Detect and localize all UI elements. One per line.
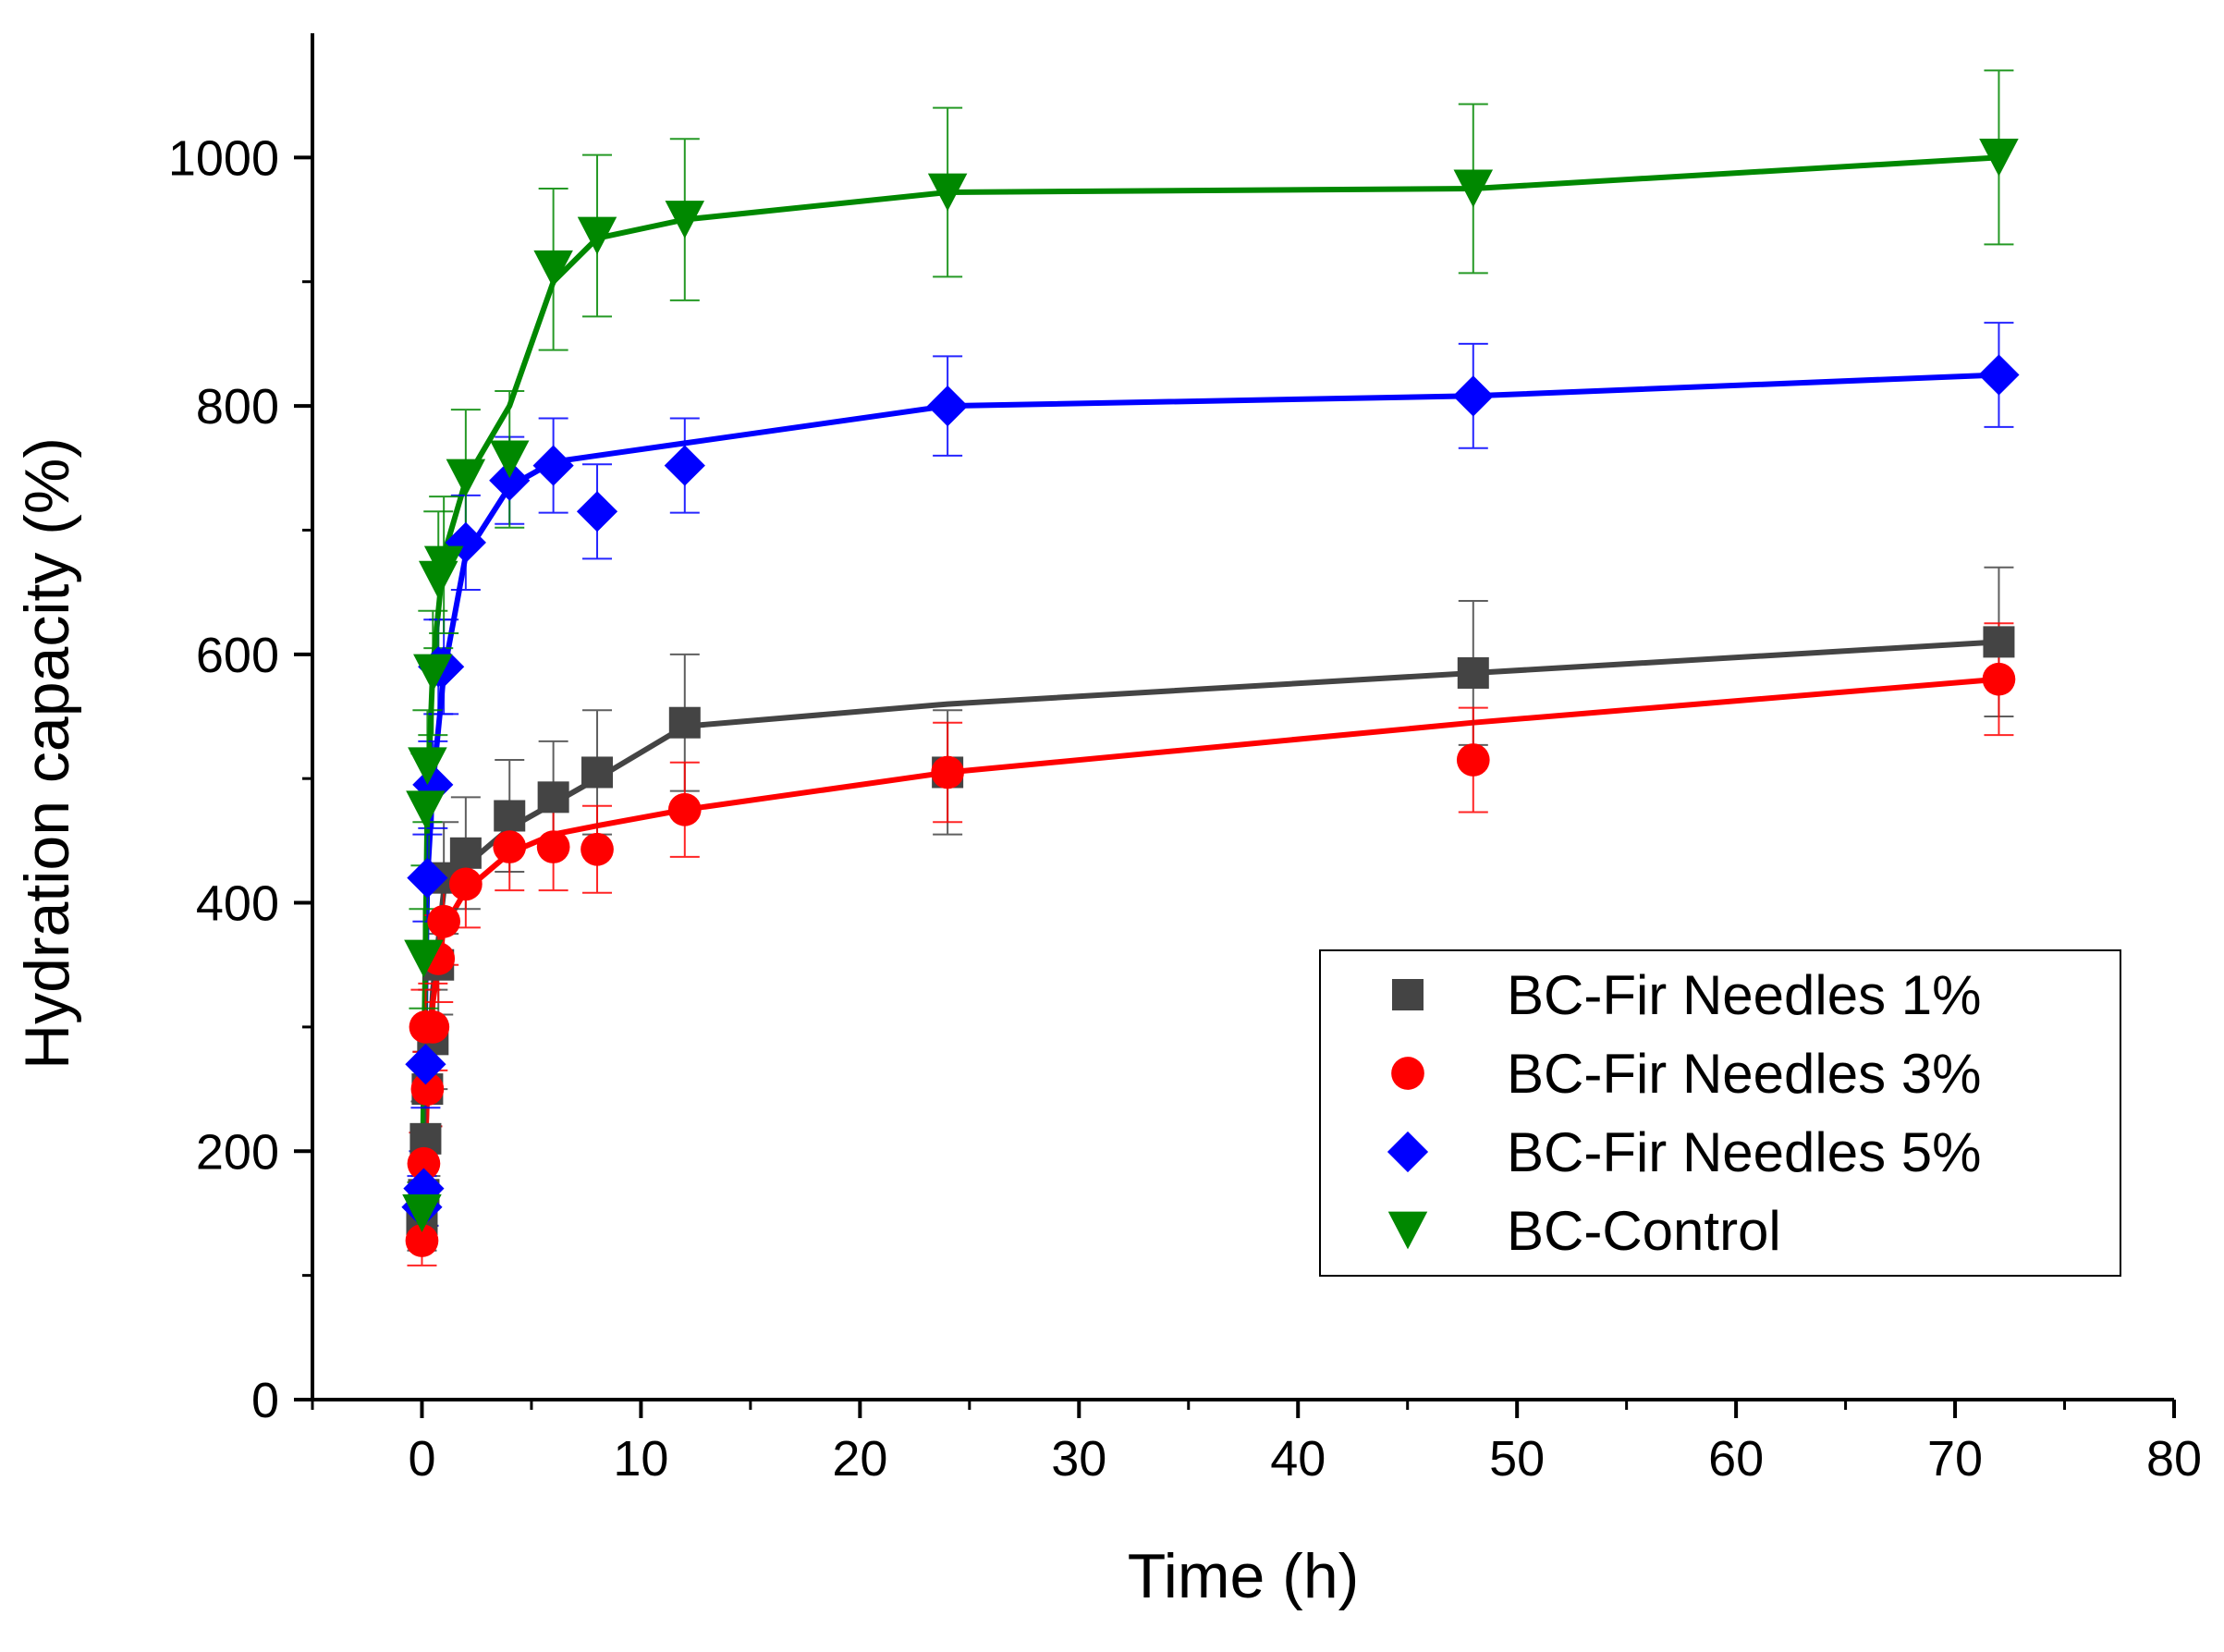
legend-label-bc-fir-needles-5: BC-Fir Needles 5% (1507, 1121, 1982, 1183)
data-point-bc-fir-needles-3 (536, 830, 570, 863)
data-markers (401, 138, 2020, 1257)
y-axis-title: Hydration capacity (%) (12, 437, 82, 1070)
legend-marker-bc-fir-needles-3 (1391, 1057, 1424, 1090)
x-tick-label: 40 (1270, 1431, 1326, 1487)
data-point-bc-fir-needles-1 (1983, 626, 2015, 658)
data-point-bc-control (927, 173, 968, 212)
data-point-bc-fir-needles-5 (576, 491, 618, 532)
data-point-bc-fir-needles-3 (931, 755, 964, 789)
legend-box (1319, 949, 2121, 1277)
legend-entries: BC-Fir Needles 1% BC-Fir Needles 3% BC-Fir… (1387, 964, 1982, 1262)
x-tick-label: 60 (1708, 1431, 1764, 1487)
x-tick-label: 0 (408, 1431, 435, 1487)
data-point-bc-control (446, 459, 486, 497)
data-point-bc-fir-needles-1 (1457, 656, 1489, 689)
data-point-bc-fir-needles-5 (532, 445, 574, 486)
x-tick-label: 50 (1489, 1431, 1545, 1487)
data-point-bc-fir-needles-3 (449, 867, 483, 901)
data-point-bc-control (665, 201, 705, 239)
x-tick-label: 30 (1051, 1431, 1106, 1487)
data-point-bc-fir-needles-1 (537, 781, 569, 814)
y-tick-label: 1000 (168, 130, 279, 186)
legend-marker-bc-fir-needles-1 (1392, 979, 1424, 1010)
data-point-bc-control (408, 747, 447, 786)
data-point-bc-fir-needles-1 (668, 706, 701, 739)
data-point-bc-control (489, 440, 530, 479)
data-point-bc-fir-needles-3 (580, 832, 614, 866)
x-tick-label: 10 (613, 1431, 668, 1487)
data-point-bc-control (413, 654, 453, 692)
data-point-bc-fir-needles-3 (493, 830, 527, 863)
legend-marker-bc-fir-needles-5 (1387, 1131, 1429, 1173)
data-point-bc-control (1453, 169, 1494, 208)
legend-label-bc-fir-needles-1: BC-Fir Needles 1% (1507, 964, 1982, 1026)
data-point-bc-control (402, 1194, 442, 1232)
y-tick-label: 600 (196, 628, 279, 683)
x-tick-label: 70 (1927, 1431, 1983, 1487)
x-tick-label: 80 (2146, 1431, 2202, 1487)
data-point-bc-fir-needles-5 (445, 521, 486, 563)
data-point-bc-fir-needles-3 (667, 792, 702, 826)
y-tick-label: 0 (251, 1373, 279, 1428)
data-point-bc-fir-needles-5 (412, 764, 454, 805)
data-point-bc-control (577, 216, 617, 255)
data-point-bc-fir-needles-1 (449, 837, 482, 869)
x-tick-label: 20 (832, 1431, 887, 1487)
y-tick-label: 400 (196, 876, 279, 932)
y-tick-label: 200 (196, 1124, 279, 1180)
legend-label-bc-control: BC-Control (1507, 1200, 1781, 1262)
data-point-bc-fir-needles-5 (664, 445, 705, 486)
data-point-bc-fir-needles-5 (403, 1168, 445, 1209)
data-point-bc-fir-needles-5 (1452, 375, 1494, 417)
data-point-bc-control (423, 545, 464, 584)
data-point-bc-control (533, 250, 573, 288)
y-tick-label: 800 (196, 379, 279, 434)
data-point-bc-control (406, 790, 446, 829)
data-point-bc-control (404, 939, 444, 978)
data-point-bc-fir-needles-1 (494, 800, 526, 832)
data-point-bc-fir-needles-3 (407, 1146, 441, 1181)
data-point-bc-fir-needles-3 (416, 1010, 450, 1044)
data-point-bc-fir-needles-3 (1456, 743, 1490, 777)
data-point-bc-control (1979, 138, 2019, 177)
legend-marker-bc-control (1387, 1211, 1428, 1250)
legend-label-bc-fir-needles-3: BC-Fir Needles 3% (1507, 1043, 1982, 1105)
data-point-bc-fir-needles-5 (489, 459, 531, 501)
data-point-bc-fir-needles-3 (1982, 662, 2016, 696)
data-point-bc-fir-needles-5 (407, 857, 448, 899)
data-point-bc-fir-needles-5 (927, 385, 969, 427)
data-point-bc-fir-needles-5 (405, 1044, 446, 1085)
data-point-bc-fir-needles-3 (427, 904, 461, 938)
x-axis-title: Time (h) (1128, 1541, 1360, 1611)
data-point-bc-fir-needles-3 (410, 1072, 445, 1106)
data-point-bc-fir-needles-1 (581, 756, 614, 789)
data-point-bc-fir-needles-3 (405, 1224, 439, 1257)
legend: BC-Fir Needles 1% BC-Fir Needles 3% BC-Fir… (1319, 949, 2121, 1277)
data-point-bc-fir-needles-5 (1978, 354, 2020, 396)
